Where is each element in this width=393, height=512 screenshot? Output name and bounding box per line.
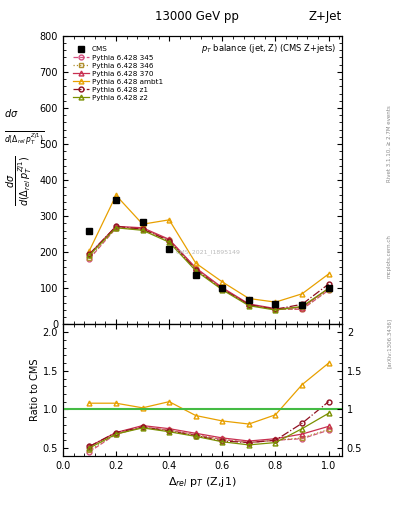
- Text: mcplots.cern.ch: mcplots.cern.ch: [386, 234, 391, 278]
- Text: Z+Jet: Z+Jet: [309, 10, 342, 23]
- Legend: CMS, Pythia 6.428 345, Pythia 6.428 346, Pythia 6.428 370, Pythia 6.428 ambt1, P: CMS, Pythia 6.428 345, Pythia 6.428 346,…: [72, 45, 163, 101]
- Text: Rivet 3.1.10, ≥ 2.7M events: Rivet 3.1.10, ≥ 2.7M events: [386, 105, 391, 182]
- Text: $p_T$ balance (jet, Z) (CMS Z+jets): $p_T$ balance (jet, Z) (CMS Z+jets): [201, 41, 336, 55]
- Y-axis label: Ratio to CMS: Ratio to CMS: [30, 359, 40, 421]
- Text: $d\sigma$: $d\sigma$: [4, 106, 18, 119]
- Text: 13000 GeV pp: 13000 GeV pp: [154, 10, 239, 23]
- Text: CMS_2021_I1895149: CMS_2021_I1895149: [176, 249, 241, 255]
- Text: [arXiv:1306.3436]: [arXiv:1306.3436]: [386, 318, 391, 368]
- Text: $\overline{d(\Delta_{rel}\,p_T^{Zj1})}$: $\overline{d(\Delta_{rel}\,p_T^{Zj1})}$: [4, 130, 44, 147]
- Y-axis label: $\frac{d\sigma}{d(\Delta_{rel}\,p_T^{Zj1})}$: $\frac{d\sigma}{d(\Delta_{rel}\,p_T^{Zj1…: [4, 155, 34, 206]
- X-axis label: $\Delta_{rel}$ p$_T$ (Z,j1): $\Delta_{rel}$ p$_T$ (Z,j1): [168, 475, 237, 489]
